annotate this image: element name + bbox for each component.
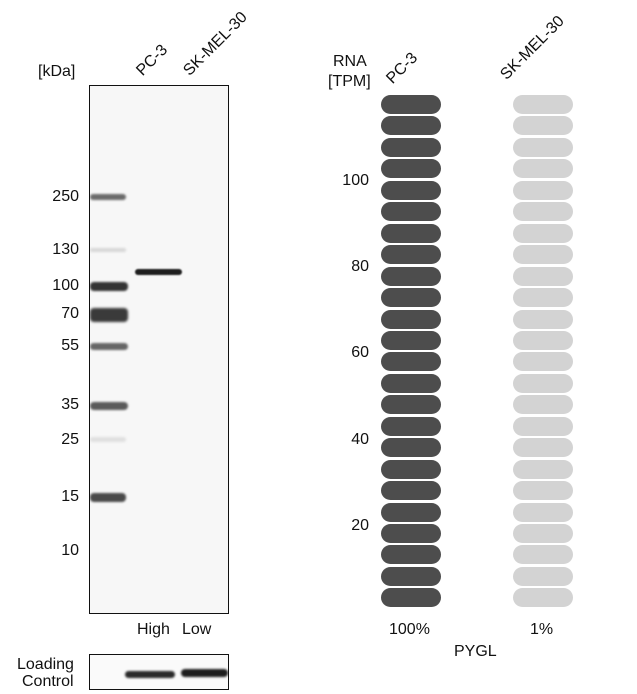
rna-segment	[381, 416, 441, 436]
rna-segment	[381, 309, 441, 329]
rna-segment	[513, 159, 573, 179]
kda-axis-label: [kDa]	[38, 63, 76, 80]
rna-tick-100: 100	[342, 172, 369, 189]
rna-segment	[513, 416, 573, 436]
rna-value-skmel30: 1%	[530, 621, 554, 638]
rna-segment	[381, 459, 441, 479]
loading-control-blot	[89, 654, 229, 690]
rna-segment	[381, 481, 441, 501]
rna-segment	[381, 588, 441, 608]
rna-segment	[513, 502, 573, 522]
rna-segment	[381, 545, 441, 565]
ladder-band-250	[90, 194, 126, 200]
rna-segment	[381, 245, 441, 265]
loading-band-high	[125, 671, 175, 678]
ladder-band-35	[90, 402, 128, 410]
rna-segment	[381, 438, 441, 458]
rna-segment	[381, 524, 441, 543]
rna-segment	[381, 159, 441, 179]
rna-tick-60: 60	[351, 344, 369, 361]
marker-label-70: 70	[61, 305, 79, 322]
rna-segment	[381, 566, 441, 586]
loading-control-label-2: Control	[22, 673, 74, 690]
rna-segment	[513, 309, 573, 329]
rna-axis-title-1: RNA	[333, 53, 367, 70]
rna-segment	[381, 223, 441, 243]
loading-band-low	[181, 669, 228, 677]
rna-segment	[381, 288, 441, 308]
ladder-band-25	[90, 437, 126, 442]
rna-tick-80: 80	[351, 258, 369, 275]
marker-label-25: 25	[61, 431, 79, 448]
rna-lane-label-skmel30: SK-MEL-30	[497, 12, 568, 84]
rna-segment	[513, 202, 573, 222]
western-blot-image	[89, 85, 229, 614]
rna-segment	[381, 116, 441, 136]
lane-label-pc3: PC-3	[133, 41, 172, 80]
rna-segment	[381, 95, 441, 114]
rna-lane-label-pc3: PC-3	[383, 49, 422, 88]
rna-segment	[513, 352, 573, 372]
ladder-band-55	[90, 343, 128, 350]
ladder-band-15	[90, 493, 126, 502]
marker-label-100: 100	[52, 277, 79, 294]
rna-tick-40: 40	[351, 431, 369, 448]
rna-segment	[513, 137, 573, 157]
lane-label-skmel30: SK-MEL-30	[180, 8, 251, 80]
rna-segment	[513, 180, 573, 200]
rna-segment	[513, 545, 573, 565]
marker-label-35: 35	[61, 396, 79, 413]
loading-control-label-1: Loading	[17, 656, 74, 673]
rna-segment	[513, 481, 573, 501]
rna-segment	[513, 223, 573, 243]
rna-segment	[513, 116, 573, 136]
ladder-band-130	[90, 248, 126, 252]
marker-label-250: 250	[52, 188, 79, 205]
marker-label-55: 55	[61, 337, 79, 354]
level-low: Low	[182, 621, 212, 638]
rna-segment	[381, 180, 441, 200]
level-high: High	[137, 621, 170, 638]
rna-segment	[381, 352, 441, 372]
rna-segment	[513, 459, 573, 479]
rna-value-pc3: 100%	[389, 621, 430, 638]
pc3-band	[135, 269, 182, 275]
marker-label-10: 10	[61, 542, 79, 559]
ladder-band-100	[90, 282, 128, 291]
rna-segment	[381, 395, 441, 415]
rna-segment	[513, 566, 573, 586]
rna-segment	[381, 266, 441, 286]
rna-tick-20: 20	[351, 517, 369, 534]
rna-segment	[513, 395, 573, 415]
rna-segment	[513, 266, 573, 286]
rna-segment	[513, 373, 573, 393]
rna-segment	[513, 245, 573, 265]
rna-segment	[513, 95, 573, 114]
rna-segment	[513, 330, 573, 350]
rna-segment	[513, 588, 573, 608]
ladder-band-70	[90, 308, 128, 322]
rna-segment	[381, 502, 441, 522]
rna-segment	[381, 137, 441, 157]
rna-axis-title-2: [TPM]	[328, 73, 371, 90]
rna-segment	[381, 330, 441, 350]
rna-segment	[513, 288, 573, 308]
rna-segment	[513, 524, 573, 543]
rna-segment	[513, 438, 573, 458]
marker-label-130: 130	[52, 241, 79, 258]
marker-label-15: 15	[61, 488, 79, 505]
rna-segment	[381, 373, 441, 393]
rna-segment	[381, 202, 441, 222]
gene-name: PYGL	[454, 643, 497, 660]
